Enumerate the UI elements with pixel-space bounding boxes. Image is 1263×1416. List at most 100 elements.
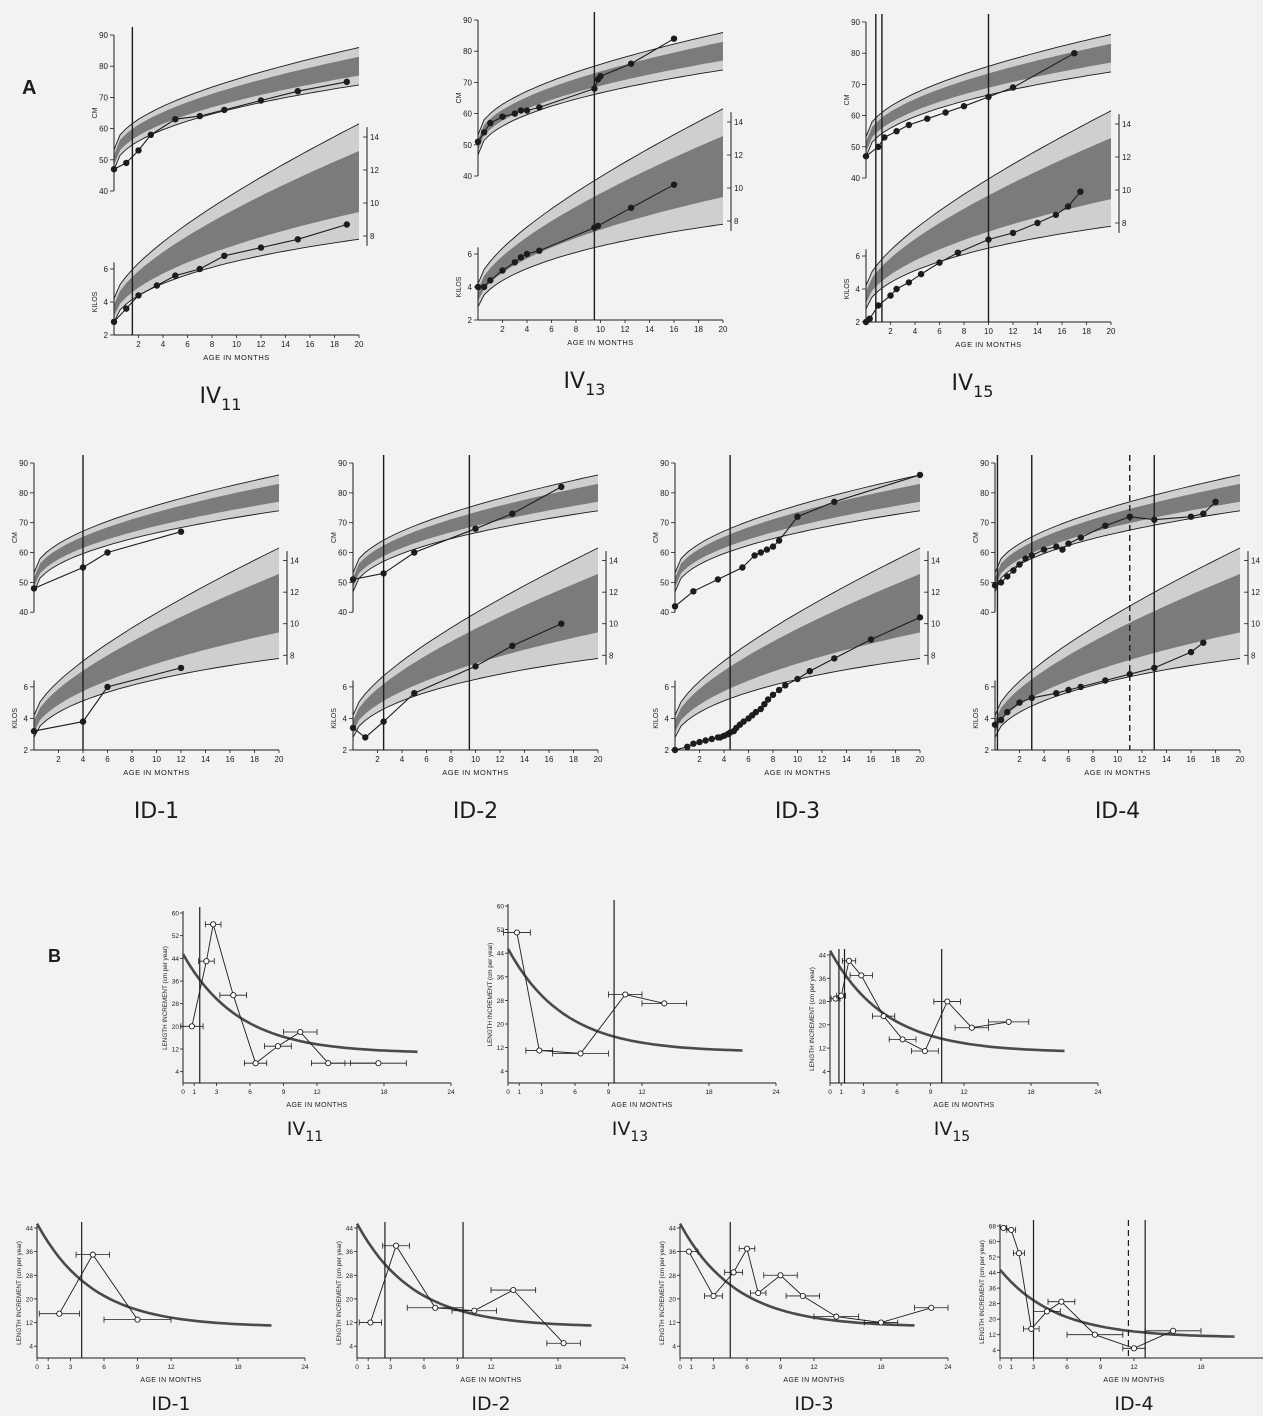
a-id-3-length-point xyxy=(751,552,758,559)
b-id-3-increment-point xyxy=(833,1313,840,1320)
b-id-1-increment-point xyxy=(134,1316,141,1323)
a-id-2-weight-left-tick-label-2: 2 xyxy=(343,746,348,755)
a-iv13-weight-right-tick-label-10: 10 xyxy=(734,184,743,193)
a-id-1-length-point xyxy=(30,585,38,592)
b-id-1-y-tick-label-28: 28 xyxy=(26,1273,34,1280)
a-iv11-length-tick-label-80: 80 xyxy=(99,62,108,71)
a-iv13-length-tick-label-90: 90 xyxy=(463,16,472,25)
a-id-3-x-tick-label-8: 8 xyxy=(771,755,776,764)
panel-b-label: B xyxy=(48,946,61,966)
a-id-1-x-tick-label-4: 4 xyxy=(81,755,86,764)
a-id-2-x-tick-label-2: 2 xyxy=(375,755,380,764)
a-iv13-length-tick-label-60: 60 xyxy=(463,110,472,119)
a-id-4-length-lower-limit xyxy=(994,510,1241,593)
b-id-4-increment-point xyxy=(1028,1325,1035,1332)
a-id-3-x-tick-label-2: 2 xyxy=(697,755,702,764)
a-id-4-x-tick-label-6: 6 xyxy=(1066,755,1071,764)
a-id-3-length-lower-limit xyxy=(674,510,921,593)
a-iv15-x-tick-label-8: 8 xyxy=(962,327,967,336)
a-iv15-x-tick-label-10: 10 xyxy=(984,327,993,336)
b-id-3-increment-point xyxy=(710,1292,717,1300)
a-iv11-x-tick-label-6: 6 xyxy=(185,340,190,349)
b-iv13-y-tick-label-60: 60 xyxy=(497,904,505,911)
a-iv13-weight-right-tick-label-8: 8 xyxy=(734,217,739,226)
a-iv11-title-subscript: 11 xyxy=(221,395,241,414)
b-id-3-increment-point xyxy=(743,1245,751,1252)
a-iv11-title: IV11 xyxy=(200,384,242,414)
a-iv13-weight-inner-band xyxy=(478,136,723,301)
a-id-3-weight-point xyxy=(794,675,801,683)
a-iv15-length-tick-label-80: 80 xyxy=(851,49,860,58)
a-iv11-weight-point xyxy=(294,236,301,243)
b-iv11-increment-point xyxy=(188,1023,195,1030)
a-id-1-x-tick-label-2: 2 xyxy=(56,755,61,764)
a-iv15-weight-point xyxy=(985,236,992,243)
a-id-1-length-inner-band xyxy=(34,483,279,588)
a-id-3-weight-point xyxy=(761,701,768,708)
b-iv13-increment-point xyxy=(577,1050,584,1057)
a-iv11-weight-upper-limit xyxy=(113,123,360,299)
a-id-3-length-point xyxy=(769,543,777,550)
a-id-3-weight-point xyxy=(684,743,691,750)
b-id-2-increment-point xyxy=(393,1242,400,1249)
a-id-1-weight-left-tick-label-2: 2 xyxy=(24,746,29,755)
a-iv11-length-point xyxy=(294,88,301,95)
a-id-3-x-tick-label-6: 6 xyxy=(746,755,751,764)
b-id-3-x-tick-label-6: 6 xyxy=(745,1364,749,1371)
a-id-2-weight-point xyxy=(362,734,369,741)
b-id-2-x-tick-label-6: 6 xyxy=(422,1364,426,1371)
b-id-3-increment-point xyxy=(685,1248,692,1255)
a-id-3-length-point xyxy=(916,471,924,479)
a-iv11-length-point xyxy=(196,112,203,120)
a-iv11-weight-inner-band xyxy=(114,151,359,316)
a-id-4-x-tick-label-2: 2 xyxy=(1017,755,1022,764)
a-iv13-length-tick-label-40: 40 xyxy=(463,172,472,181)
a-id-1-length-axis-label: CM xyxy=(12,532,19,543)
a-id-4-weight-point xyxy=(1016,699,1023,706)
a-id-4-weight-point xyxy=(1004,708,1011,716)
a-id-2-length-tick-label-90: 90 xyxy=(338,459,347,468)
a-id-4-length-point xyxy=(1004,573,1011,580)
a-id-4-weight-point xyxy=(1077,683,1085,691)
b-iv13-y-tick-label-52: 52 xyxy=(497,927,505,934)
b-iv13-title-main: IV xyxy=(612,1118,631,1140)
growth-chart-iv13: 40 50 60 70 80 90 CM 2 4 6 KILOS 8 10 12 14 2 4 6 8 10 12 14 1… xyxy=(456,12,743,399)
b-iv13-increment-point xyxy=(661,1000,668,1007)
a-iv11-weight-left-tick-label-2: 2 xyxy=(104,331,109,340)
b-id-2-increment-point xyxy=(432,1304,439,1311)
a-id-1-weight-line xyxy=(33,667,182,732)
b-id-3-reference-curve xyxy=(678,1222,915,1327)
a-iv13-x-tick-label-2: 2 xyxy=(500,325,505,334)
a-id-1-weight-lower-limit xyxy=(33,657,280,738)
a-id-4-x-tick-label-20: 20 xyxy=(1236,755,1245,764)
b-iv15-increment-line xyxy=(835,959,1009,1052)
a-id-1-x-tick-label-16: 16 xyxy=(226,755,235,764)
b-id-3-x-tick-label-18: 18 xyxy=(877,1364,885,1371)
a-iv15-weight-point xyxy=(1077,188,1084,195)
b-id-4-x-tick-label-6: 6 xyxy=(1065,1364,1069,1371)
a-id-3-x-tick-label-20: 20 xyxy=(916,755,925,764)
a-id-2-x-tick-label-12: 12 xyxy=(496,755,505,764)
a-id-1-title-main: ID-1 xyxy=(134,799,179,824)
a-id-3-length-tick-label-40: 40 xyxy=(660,608,669,617)
b-iv13-increment-point xyxy=(536,1047,543,1054)
a-id-3-weight-point xyxy=(775,686,783,694)
b-id-4-x-tick-label-12: 12 xyxy=(1130,1364,1138,1371)
a-iv15-x-tick-label-18: 18 xyxy=(1082,327,1091,336)
a-iv15-title-subscript: 15 xyxy=(973,382,993,401)
b-iv11-title-main: IV xyxy=(287,1118,306,1140)
a-iv15-length-point xyxy=(960,103,968,110)
a-id-4-x-tick-label-16: 16 xyxy=(1187,755,1196,764)
b-iv13-x-tick-label-1: 1 xyxy=(517,1089,521,1096)
a-id-2-weight-right-tick-label-14: 14 xyxy=(609,557,618,566)
b-iv11-x-tick-label-12: 12 xyxy=(313,1089,321,1096)
a-id-2-x-tick-label-4: 4 xyxy=(400,755,405,764)
b-id-2-y-axis-label: LENGTH INCREMENT (cm per year) xyxy=(336,1241,343,1345)
b-id-4-y-tick-label-20: 20 xyxy=(989,1317,997,1324)
b-id-1-y-axis-label: LENGTH INCREMENT (cm per year) xyxy=(16,1241,23,1345)
b-id-4-y-axis-label: LENGTH INCREMENT (cm per year) xyxy=(979,1240,986,1344)
a-id-4-weight-right-tick-label-8: 8 xyxy=(1251,651,1256,660)
a-id-1-x-tick-label-10: 10 xyxy=(152,755,161,764)
a-iv15-weight-point xyxy=(954,249,962,256)
